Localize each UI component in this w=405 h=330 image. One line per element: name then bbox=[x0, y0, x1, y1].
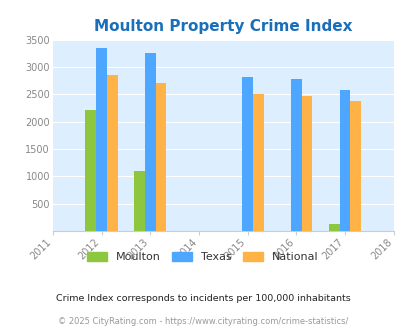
Bar bbox=[242, 77, 252, 231]
Bar bbox=[155, 83, 166, 231]
Text: © 2025 CityRating.com - https://www.cityrating.com/crime-statistics/: © 2025 CityRating.com - https://www.city… bbox=[58, 317, 347, 326]
Bar bbox=[85, 111, 96, 231]
Text: Crime Index corresponds to incidents per 100,000 inhabitants: Crime Index corresponds to incidents per… bbox=[55, 294, 350, 303]
Bar bbox=[252, 94, 263, 231]
Bar bbox=[328, 224, 339, 231]
Bar bbox=[96, 48, 107, 231]
Title: Moulton Property Crime Index: Moulton Property Crime Index bbox=[94, 19, 352, 34]
Bar bbox=[290, 79, 301, 231]
Bar bbox=[107, 75, 117, 231]
Legend: Moulton, Texas, National: Moulton, Texas, National bbox=[83, 248, 322, 267]
Bar bbox=[145, 53, 155, 231]
Bar bbox=[350, 101, 360, 231]
Bar bbox=[134, 171, 145, 231]
Bar bbox=[339, 90, 350, 231]
Bar bbox=[301, 96, 312, 231]
